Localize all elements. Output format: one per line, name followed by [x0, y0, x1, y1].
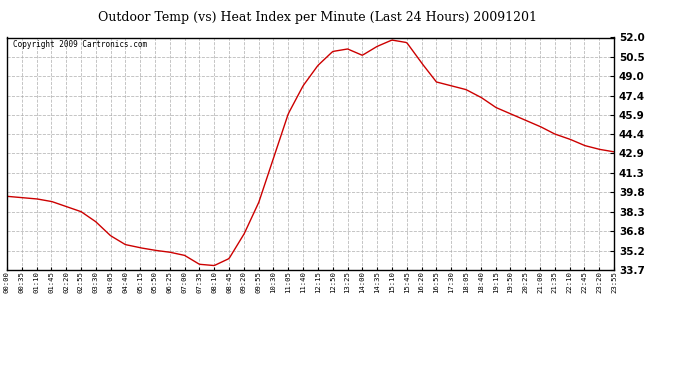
Text: Outdoor Temp (vs) Heat Index per Minute (Last 24 Hours) 20091201: Outdoor Temp (vs) Heat Index per Minute … [98, 11, 537, 24]
Text: Copyright 2009 Cartronics.com: Copyright 2009 Cartronics.com [13, 40, 147, 49]
